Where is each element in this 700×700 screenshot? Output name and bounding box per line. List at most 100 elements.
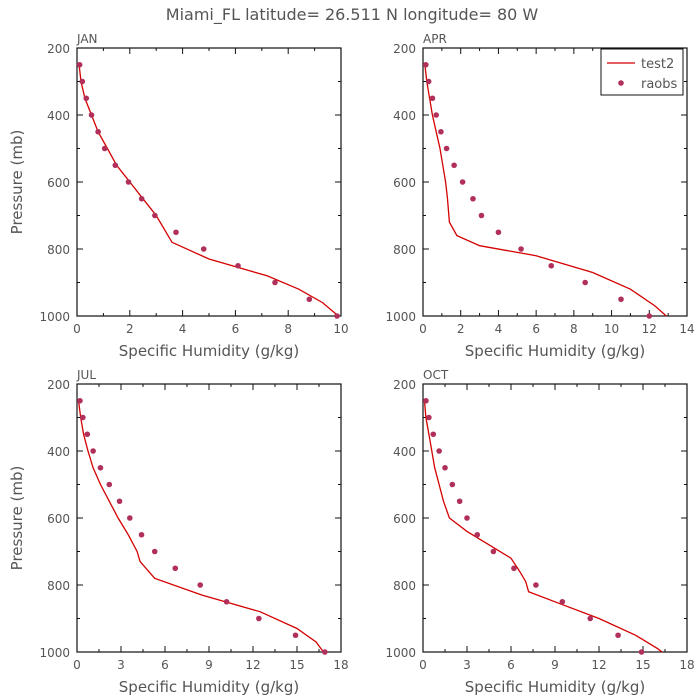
data-point-raobs bbox=[223, 598, 230, 605]
data-point-raobs bbox=[292, 632, 299, 639]
x-tick-label: 6 bbox=[507, 658, 515, 672]
data-point-raobs bbox=[449, 481, 456, 488]
y-tick-label: 1000 bbox=[39, 310, 70, 324]
data-point-raobs bbox=[125, 179, 132, 185]
data-point-raobs bbox=[95, 128, 101, 135]
y-tick-label: 800 bbox=[47, 243, 70, 257]
data-point-raobs bbox=[112, 162, 119, 169]
x-tick-label: 15 bbox=[289, 658, 304, 672]
x-axis-label: Specific Humidity (g/kg) bbox=[119, 678, 299, 696]
data-point-raobs bbox=[235, 262, 241, 269]
panels: JAN 0 2 4 6 8 10 200 400 600 800 1000 Specific Humid… bbox=[8, 32, 695, 696]
x-tick-label: 10 bbox=[604, 322, 619, 336]
x-tick-label: 15 bbox=[635, 658, 650, 672]
y-tick-label: 200 bbox=[47, 42, 70, 56]
x-tick-label: 12 bbox=[591, 658, 606, 672]
series-line-test2 bbox=[423, 400, 663, 653]
data-point-raobs bbox=[464, 515, 470, 521]
x-tick-label: 3 bbox=[117, 658, 125, 672]
data-point-raobs bbox=[197, 582, 203, 588]
data-point-raobs bbox=[426, 414, 432, 421]
x-tick-label: 9 bbox=[205, 658, 213, 672]
data-point-raobs bbox=[474, 531, 481, 538]
x-tick-label: 4 bbox=[179, 322, 187, 336]
plot-frame bbox=[76, 47, 342, 317]
data-point-raobs bbox=[83, 95, 90, 102]
panel-title: JUL bbox=[76, 368, 96, 382]
data-point-raobs bbox=[456, 498, 463, 505]
series-line-test2 bbox=[78, 64, 339, 317]
data-point-raobs bbox=[587, 615, 593, 622]
data-point-raobs bbox=[334, 313, 340, 319]
y-tick-label: 1000 bbox=[39, 646, 70, 660]
data-point-raobs bbox=[638, 649, 645, 655]
data-point-raobs bbox=[646, 313, 653, 319]
legend: test2 raobs bbox=[600, 48, 684, 96]
x-tick-label: 6 bbox=[532, 322, 540, 336]
y-tick-label: 600 bbox=[47, 512, 70, 526]
data-point-raobs bbox=[79, 78, 86, 85]
data-point-raobs bbox=[76, 61, 83, 68]
data-point-raobs bbox=[256, 615, 262, 622]
data-point-raobs bbox=[518, 246, 524, 252]
data-point-raobs bbox=[470, 195, 476, 202]
data-point-raobs bbox=[306, 296, 313, 303]
data-point-raobs bbox=[511, 565, 517, 572]
data-point-raobs bbox=[443, 145, 450, 152]
data-point-raobs bbox=[127, 515, 133, 521]
data-point-raobs bbox=[80, 414, 86, 421]
x-tick-label: 0 bbox=[73, 322, 81, 336]
x-tick-label: 4 bbox=[495, 322, 503, 336]
y-tick-label: 400 bbox=[393, 445, 416, 459]
data-point-raobs bbox=[172, 565, 179, 572]
data-point-raobs bbox=[615, 632, 621, 639]
data-point-raobs bbox=[548, 262, 555, 269]
x-axis-label: Specific Humidity (g/kg) bbox=[465, 678, 645, 696]
panel-title: OCT bbox=[423, 368, 449, 382]
y-tick-label: 200 bbox=[47, 378, 70, 392]
y-tick-label: 800 bbox=[393, 579, 416, 593]
data-point-raobs bbox=[106, 481, 113, 488]
y-tick-label: 400 bbox=[47, 109, 70, 123]
data-point-raobs bbox=[559, 598, 566, 605]
y-tick-label: 400 bbox=[393, 109, 416, 123]
data-point-raobs bbox=[495, 229, 502, 236]
x-tick-label: 14 bbox=[679, 322, 694, 336]
legend-label: test2 bbox=[641, 57, 674, 72]
data-point-raobs bbox=[138, 531, 145, 538]
y-tick-label: 800 bbox=[393, 243, 416, 257]
panel-title: APR bbox=[423, 32, 447, 46]
y-tick-label: 600 bbox=[393, 176, 416, 190]
panel-title: JAN bbox=[76, 32, 98, 46]
x-tick-label: 2 bbox=[457, 322, 465, 336]
data-point-raobs bbox=[101, 145, 108, 152]
data-point-raobs bbox=[425, 78, 432, 85]
figure-title: Miami_FL latitude= 26.511 N longitude= 8… bbox=[166, 5, 539, 25]
y-tick-label: 600 bbox=[393, 512, 416, 526]
x-tick-label: 18 bbox=[333, 658, 348, 672]
x-tick-label: 18 bbox=[679, 658, 694, 672]
x-tick-label: 8 bbox=[284, 322, 292, 336]
data-point-raobs bbox=[423, 397, 429, 404]
panel-apr: APR 0 2 4 6 8 10 12 14 200 400 600 800 1000 Specific H… bbox=[385, 32, 694, 360]
data-point-raobs bbox=[430, 431, 437, 438]
y-tick-label: 1000 bbox=[385, 646, 416, 660]
x-tick-label: 0 bbox=[419, 658, 427, 672]
data-point-raobs bbox=[429, 95, 436, 102]
data-point-raobs bbox=[533, 582, 539, 588]
x-axis-label: Specific Humidity (g/kg) bbox=[465, 342, 645, 360]
data-point-raobs bbox=[84, 431, 91, 438]
y-axis-label: Pressure (mb) bbox=[8, 130, 26, 235]
y-tick-label: 200 bbox=[393, 42, 416, 56]
x-tick-label: 3 bbox=[463, 658, 471, 672]
y-tick-label: 400 bbox=[47, 445, 70, 459]
x-tick-label: 2 bbox=[126, 322, 134, 336]
plot-frame bbox=[76, 383, 342, 653]
legend-box bbox=[600, 48, 684, 96]
plot-frame bbox=[422, 383, 688, 653]
data-point-raobs bbox=[138, 195, 145, 202]
data-point-raobs bbox=[442, 464, 448, 471]
data-point-raobs bbox=[322, 649, 328, 655]
data-point-raobs bbox=[152, 212, 158, 219]
data-point-raobs bbox=[97, 464, 104, 471]
